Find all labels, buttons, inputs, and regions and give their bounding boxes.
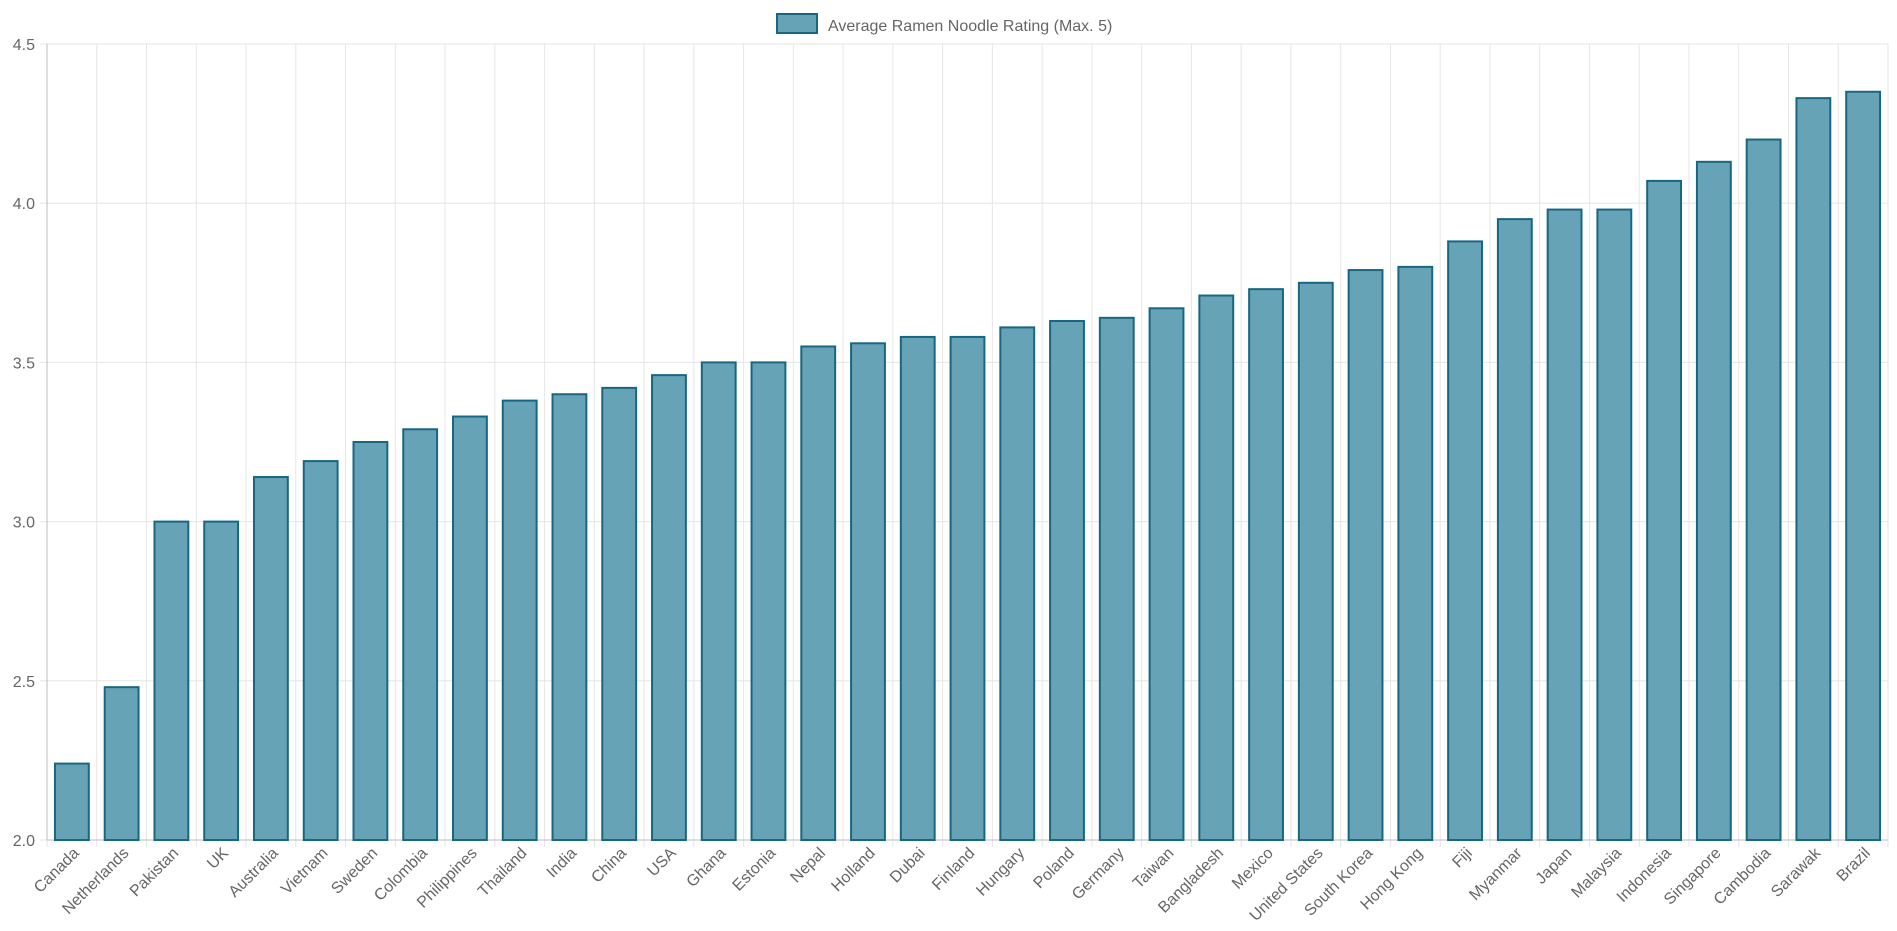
bar[interactable] <box>800 345 837 841</box>
x-tick-label: Myanmar <box>1466 844 1526 904</box>
bar[interactable] <box>1646 179 1683 842</box>
x-tick-label: Brazil <box>1834 845 1874 885</box>
x-tick-label: Mexico <box>1229 845 1277 893</box>
bar[interactable] <box>601 386 638 841</box>
y-tick-label: 4.5 <box>13 37 35 54</box>
x-tick-label: Australia <box>226 845 282 901</box>
legend[interactable]: Average Ramen Noodle Rating (Max. 5) <box>776 13 1112 35</box>
bar[interactable] <box>1049 320 1085 841</box>
y-tick-labels: 2.0 2.5 3.0 3.5 4.0 4.5 <box>13 37 35 850</box>
bar[interactable] <box>53 762 90 841</box>
bar[interactable] <box>949 335 986 841</box>
x-tick-label: Germany <box>1069 845 1128 904</box>
bars <box>53 90 1882 842</box>
bar[interactable] <box>1198 294 1235 841</box>
bar[interactable] <box>352 441 389 841</box>
bar[interactable] <box>700 361 737 841</box>
bar[interactable] <box>402 428 439 841</box>
x-tick-label: UK <box>204 845 232 873</box>
grid <box>40 43 1889 847</box>
bar[interactable] <box>252 476 289 841</box>
legend-label[interactable]: Average Ramen Noodle Rating (Max. 5) <box>828 18 1112 35</box>
bar[interactable] <box>103 686 140 842</box>
x-tick-label: Japan <box>1533 845 1576 888</box>
bar[interactable] <box>1745 138 1782 841</box>
x-tick-label: Pakistan <box>127 845 182 900</box>
x-tick-label: Finland <box>929 845 978 894</box>
bar[interactable] <box>203 520 240 841</box>
bar[interactable] <box>1845 90 1882 841</box>
x-tick-label: Sarawak <box>1768 844 1825 901</box>
bar[interactable] <box>1347 269 1384 841</box>
x-tick-label: Canada <box>31 845 83 897</box>
bar[interactable] <box>1297 281 1334 841</box>
bar[interactable] <box>1148 307 1185 842</box>
y-tick-label: 2.5 <box>13 674 35 691</box>
bar[interactable] <box>1248 288 1284 841</box>
x-tick-label: Hungary <box>973 845 1028 900</box>
bar[interactable] <box>1546 208 1583 841</box>
bar[interactable] <box>1098 316 1135 842</box>
bar[interactable] <box>899 335 936 841</box>
y-tick-label: 2.0 <box>13 833 35 850</box>
bar[interactable] <box>1795 97 1832 842</box>
bar[interactable] <box>551 393 588 841</box>
y-tick-label: 3.0 <box>13 515 35 532</box>
y-tick-label: 3.5 <box>13 355 35 372</box>
x-tick-label: India <box>544 845 581 882</box>
x-tick-label: Nepal <box>787 845 829 887</box>
bar[interactable] <box>750 361 787 841</box>
bar[interactable] <box>999 326 1036 842</box>
bar[interactable] <box>651 374 687 841</box>
x-tick-label: Estonia <box>730 845 780 895</box>
bar[interactable] <box>850 342 886 841</box>
bar[interactable] <box>302 460 339 841</box>
x-tick-label: Thailand <box>475 845 530 900</box>
bar[interactable] <box>1447 240 1483 841</box>
x-tick-label: USA <box>644 845 680 881</box>
x-tick-label: Ghana <box>684 845 730 891</box>
bar[interactable] <box>1695 160 1732 842</box>
x-tick-label: Taiwan <box>1130 845 1177 892</box>
x-tick-label: Dubai <box>887 845 929 887</box>
bar[interactable] <box>153 520 190 841</box>
bar[interactable] <box>1397 265 1434 841</box>
bar[interactable] <box>452 415 488 841</box>
bar[interactable] <box>1496 218 1533 841</box>
x-tick-label: China <box>588 845 630 887</box>
x-tick-label: Vietnam <box>278 845 331 898</box>
y-tick-label: 4.0 <box>13 196 35 213</box>
x-tick-label: Fiji <box>1449 845 1475 871</box>
bar[interactable] <box>501 399 538 841</box>
x-tick-label: Poland <box>1031 845 1078 892</box>
bar[interactable] <box>1596 208 1633 841</box>
x-tick-label: Holland <box>828 845 878 895</box>
legend-swatch[interactable] <box>776 13 818 34</box>
